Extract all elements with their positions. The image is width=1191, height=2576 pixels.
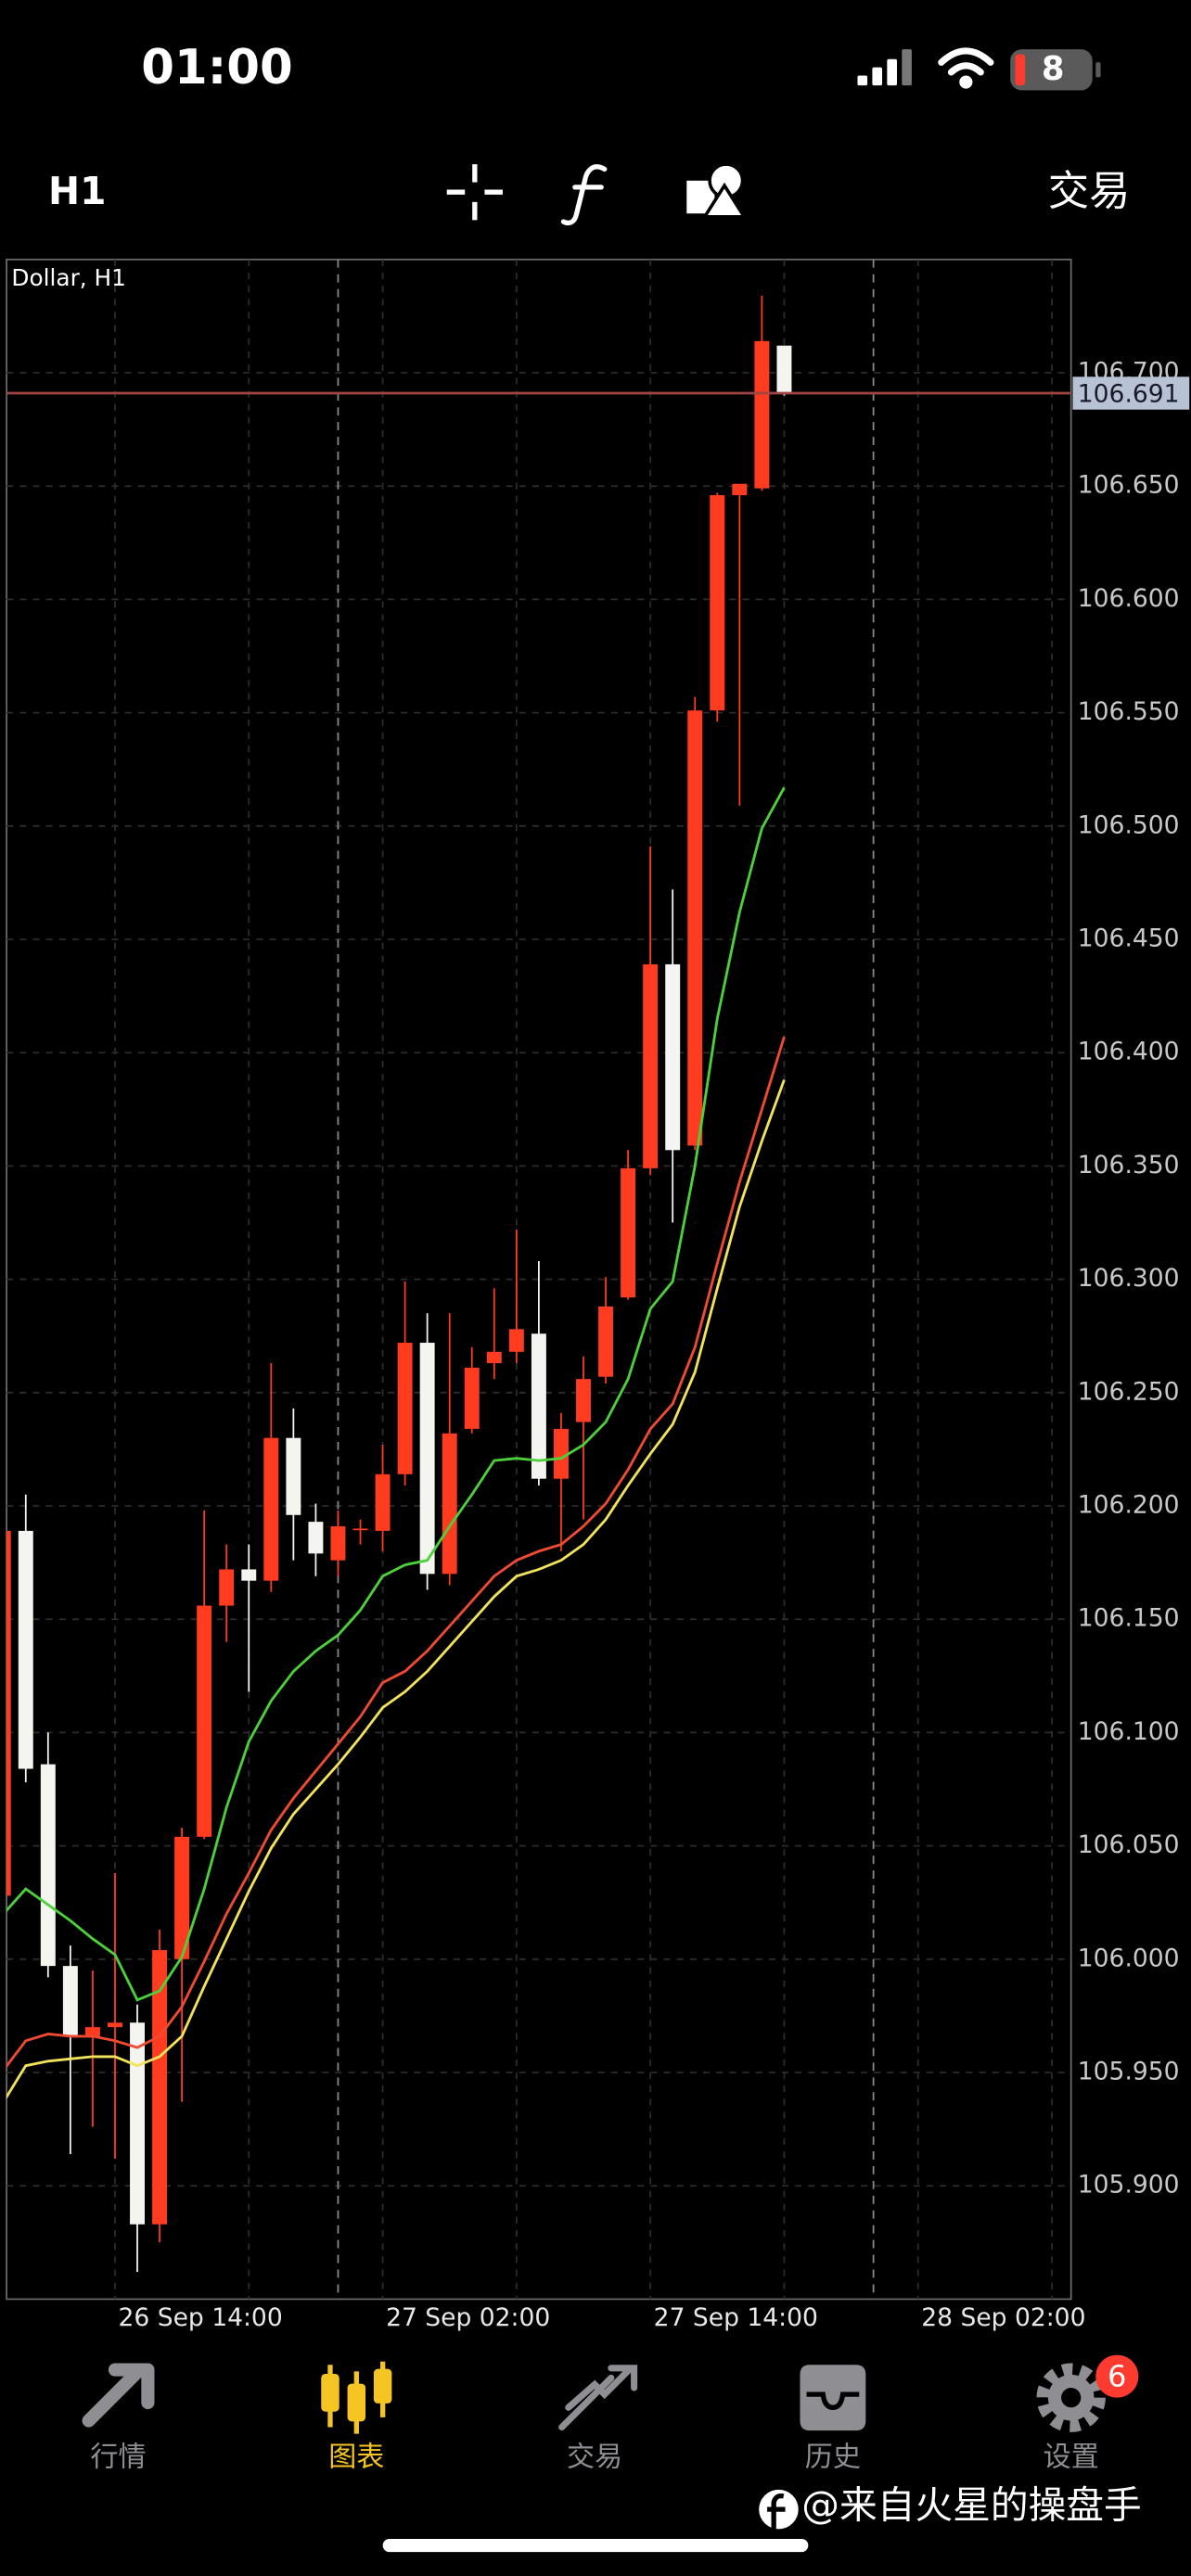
moving-average (6, 786, 786, 2002)
indicators-button[interactable] (560, 164, 608, 226)
tab-label: 行情 (90, 2442, 146, 2474)
tab-quotes[interactable]: 行情 (82, 2363, 155, 2474)
candle-body (130, 2022, 145, 2225)
candle-body (197, 1605, 212, 1837)
candle-body (108, 2022, 122, 2028)
y-tick-label: 106.200 (1078, 1491, 1180, 1520)
badge-count: 6 (1108, 2358, 1126, 2393)
candle-body (152, 1950, 168, 2225)
candle-body (576, 1379, 591, 1422)
tab-chart[interactable]: 图表 (321, 2361, 392, 2474)
candle-body (62, 1966, 78, 2036)
candle-body (18, 1530, 33, 1769)
tab-label: 交易 (567, 2442, 622, 2474)
home-indicator (382, 2538, 809, 2553)
candle-body (621, 1167, 636, 1298)
moving-average (6, 1079, 786, 2100)
plot (6, 295, 1071, 2273)
clock: 01:00 (141, 40, 292, 96)
y-tick-label: 106.450 (1078, 925, 1180, 953)
moving-average (6, 1036, 786, 2069)
objects-button[interactable] (686, 162, 748, 219)
candle-body (6, 1530, 11, 1896)
chart-title: Dollar, H1 (11, 264, 126, 291)
candle-body (84, 2027, 100, 2036)
candle-body (732, 483, 748, 495)
candle-body (553, 1428, 569, 1479)
candle-body (308, 1522, 324, 1554)
y-tick-label: 106.500 (1078, 810, 1180, 839)
candle-body (397, 1343, 413, 1474)
wifi-icon (938, 47, 994, 89)
candle-body (754, 340, 770, 489)
candle-body (442, 1433, 457, 1575)
y-tick-label: 106.150 (1078, 1604, 1180, 1633)
candle-body (219, 1569, 235, 1606)
x-tick-label: 26 Sep 14:00 (119, 2303, 283, 2332)
y-tick-label: 106.300 (1078, 1264, 1180, 1293)
y-tick-label: 106.350 (1078, 1151, 1180, 1180)
y-tick-label: 105.900 (1078, 2171, 1180, 2200)
battery-percent: 8 (1042, 50, 1065, 88)
candle-body (486, 1351, 502, 1364)
candle-body (330, 1526, 346, 1561)
y-tick-label: 106.000 (1078, 1944, 1180, 1972)
last-price-box (1072, 376, 1190, 410)
candle-body (40, 1764, 56, 1967)
y-tick-label: 106.050 (1078, 1830, 1180, 1859)
candle-body (598, 1306, 614, 1377)
x-tick-label: 27 Sep 14:00 (654, 2303, 818, 2332)
tab-label: 历史 (805, 2442, 861, 2474)
tab-history[interactable]: 历史 (800, 2365, 866, 2474)
candle-body (643, 963, 659, 1168)
x-tick-label: 28 Sep 02:00 (921, 2303, 1085, 2332)
signal-icon (857, 49, 912, 86)
candle-body (263, 1437, 279, 1581)
badge (1095, 2354, 1139, 2398)
candle-body (665, 963, 681, 1151)
candle-body (375, 1473, 391, 1531)
candle-body (531, 1333, 546, 1479)
x-tick-label: 27 Sep 02:00 (386, 2303, 550, 2332)
watermark: @来自火星的操盘手 (801, 2482, 1141, 2527)
candle-body (419, 1343, 435, 1575)
battery (1010, 49, 1093, 91)
last-price-label: 106.691 (1078, 379, 1180, 408)
battery-tip (1095, 62, 1101, 78)
candle-body (174, 1836, 190, 1959)
y-tick-label: 106.650 (1078, 471, 1180, 500)
y-tick-label: 106.250 (1078, 1377, 1180, 1406)
y-tick-label: 106.100 (1078, 1717, 1180, 1746)
axes: 105.900 105.950 106.000 106.050 106.100 106.1… (119, 358, 1190, 2332)
y-tick-label: 105.950 (1078, 2058, 1180, 2086)
candle-body (776, 345, 792, 394)
battery-level (1015, 54, 1026, 86)
candle-body (352, 1528, 368, 1531)
tab-label: 设置 (1044, 2442, 1099, 2474)
candle-body (241, 1569, 257, 1581)
candle-body (508, 1329, 524, 1352)
candle-body (687, 710, 703, 1146)
y-tick-label: 106.600 (1078, 584, 1180, 613)
candle-body (286, 1437, 301, 1515)
y-tick-label: 106.400 (1078, 1038, 1180, 1066)
tab-trade[interactable]: 交易 (558, 2365, 638, 2474)
trade-button[interactable]: 交易 (1048, 168, 1131, 215)
tab-settings[interactable]: 设置 (1036, 2363, 1106, 2474)
candle-body (464, 1367, 480, 1429)
y-tick-label: 106.550 (1078, 697, 1180, 726)
tab-label: 图表 (328, 2442, 384, 2474)
candle-body (710, 494, 725, 711)
crosshair-button[interactable] (446, 164, 503, 221)
timeframe-button[interactable]: H1 (48, 169, 106, 213)
watermark-icon-glyph (767, 2493, 786, 2530)
